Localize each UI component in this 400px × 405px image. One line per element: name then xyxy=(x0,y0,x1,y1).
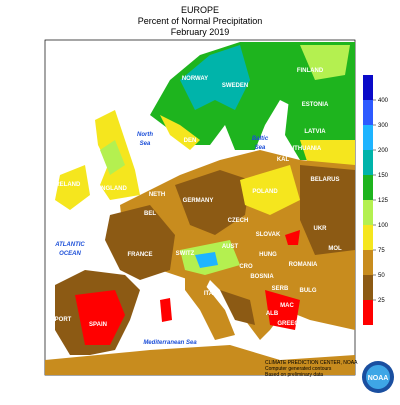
legend-swatch xyxy=(363,100,373,125)
country-label: DEN xyxy=(184,138,197,144)
legend-tick-label: 150 xyxy=(378,173,389,179)
legend-swatch xyxy=(363,250,373,275)
country-label: NORWAY xyxy=(182,76,208,82)
sea-label: OCEAN xyxy=(59,251,81,257)
country-label: POLAND xyxy=(252,189,278,195)
credit-line: Computer generated contours xyxy=(265,366,332,372)
sea-label: Sea xyxy=(140,141,151,147)
credit-line: CLIMATE PREDICTION CENTER, NOAA xyxy=(265,360,358,366)
country-label: KAL xyxy=(277,157,290,163)
country-label: BULG xyxy=(300,288,317,294)
legend-swatch xyxy=(363,125,373,150)
country-label: SERB xyxy=(272,286,289,292)
country-label: SPAIN xyxy=(89,322,107,328)
legend-tick-label: 125 xyxy=(378,198,389,204)
legend-tick-label: 100 xyxy=(378,223,389,229)
country-label: GREECE xyxy=(277,321,302,327)
country-label: GERMANY xyxy=(183,198,214,204)
country-label: CRO xyxy=(239,264,253,270)
map-area xyxy=(44,39,356,376)
legend-swatch xyxy=(363,200,373,225)
map-title: Percent of Normal Precipitation xyxy=(138,16,263,26)
country-label: NETH xyxy=(149,192,165,198)
country-label: IRELAND xyxy=(54,182,81,188)
sea-label: Baltic xyxy=(252,136,269,142)
legend-swatch xyxy=(363,175,373,200)
legend-tick-label: 75 xyxy=(378,248,385,254)
logo-text: NOAA xyxy=(368,375,389,382)
country-label: BOSNIA xyxy=(250,274,274,280)
legend-swatch xyxy=(363,75,373,100)
country-label: UKR xyxy=(314,226,328,232)
map-period: February 2019 xyxy=(171,27,230,37)
color-legend: 400 300 200 150 125 100 75 50 25 xyxy=(363,75,389,325)
country-label: ITALY xyxy=(204,291,220,297)
country-label: PORT xyxy=(55,317,72,323)
legend-swatch xyxy=(363,225,373,250)
country-label: SWEDEN xyxy=(222,83,248,89)
sea-label: ATLANTIC xyxy=(54,242,85,248)
country-label: AUST xyxy=(222,244,239,250)
legend-swatch xyxy=(363,300,373,325)
legend-swatch xyxy=(363,275,373,300)
legend-tick-label: 200 xyxy=(378,148,389,154)
country-label: BEL xyxy=(144,211,156,217)
legend-tick-label: 400 xyxy=(378,98,389,104)
country-label: ALB xyxy=(266,311,279,317)
country-label: ROMANIA xyxy=(289,262,318,268)
credit-line: Based on preliminary data xyxy=(265,372,323,378)
country-label: SWITZ xyxy=(176,251,195,257)
noaa-logo: NOAA xyxy=(362,361,394,393)
country-label: ENGLAND xyxy=(97,186,127,192)
country-label: LATVIA xyxy=(304,129,326,135)
legend-tick-label: 300 xyxy=(378,123,389,129)
country-label: MAC xyxy=(280,303,294,309)
sea-label: North xyxy=(137,132,153,138)
sea-label: Mediterranean Sea xyxy=(143,340,197,346)
legend-tick-label: 25 xyxy=(378,298,385,304)
country-label: ESTONIA xyxy=(302,102,329,108)
sea-labels: North Sea Baltic Sea ATLANTIC OCEAN Medi… xyxy=(54,132,269,346)
country-label: BELARUS xyxy=(310,177,339,183)
country-label: MOL xyxy=(328,246,342,252)
country-label: LITHUANIA xyxy=(289,146,322,152)
country-label: HUNG xyxy=(259,252,277,258)
country-labels: NORWAY SWEDEN FINLAND ESTONIA LATVIA LIT… xyxy=(54,68,342,328)
country-label: SLOVAK xyxy=(256,232,281,238)
country-label: FRANCE xyxy=(128,252,153,258)
legend-swatch xyxy=(363,150,373,175)
country-label: FINLAND xyxy=(297,68,324,74)
country-label: CZECH xyxy=(228,218,249,224)
map-region: EUROPE xyxy=(181,5,219,15)
sea-label: Sea xyxy=(255,145,266,151)
legend-tick-label: 50 xyxy=(378,273,385,279)
